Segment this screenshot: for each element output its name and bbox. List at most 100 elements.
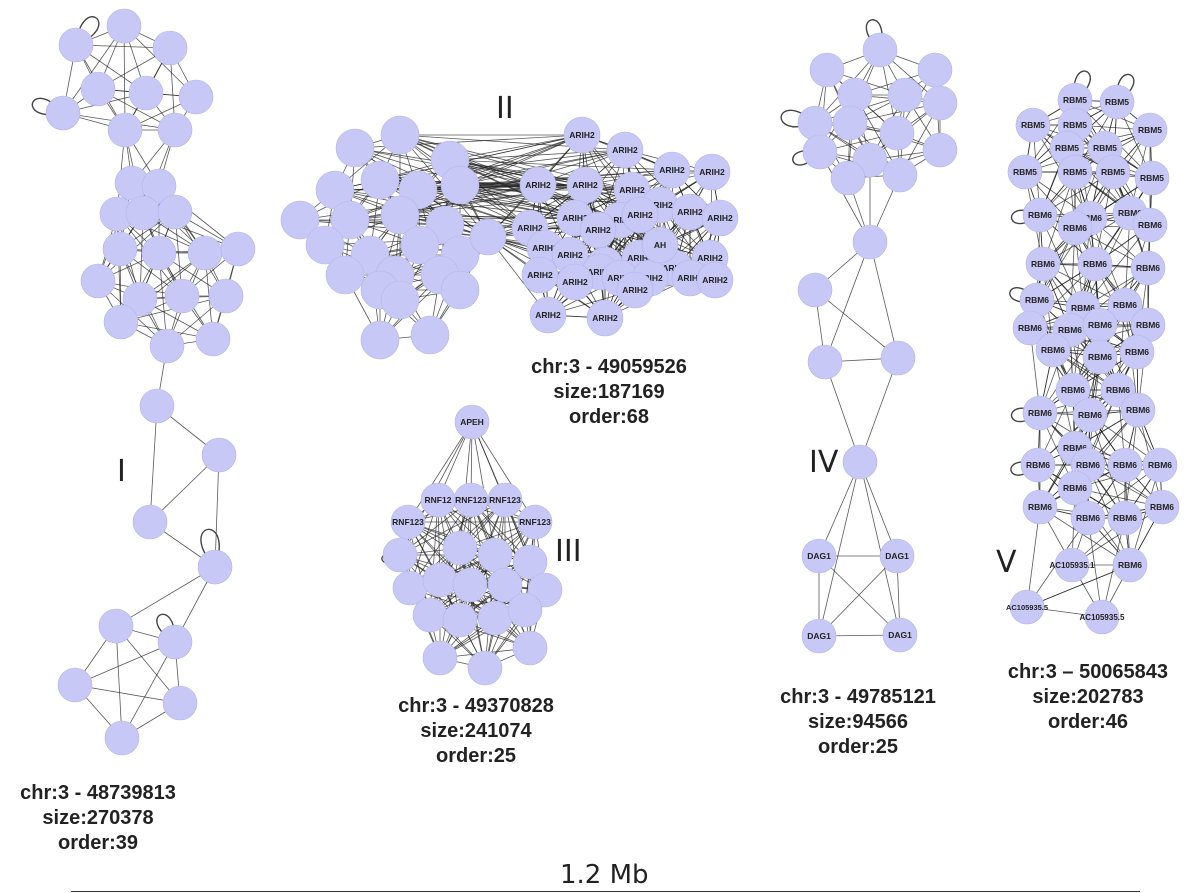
gene-node bbox=[280, 200, 320, 240]
gene-node bbox=[360, 320, 400, 360]
gene-node-label: RBM6 bbox=[1061, 385, 1085, 395]
edge bbox=[74, 684, 181, 704]
gene-node-rbm6 bbox=[1142, 447, 1178, 483]
gene-node bbox=[325, 255, 365, 295]
gene-node-rbm6 bbox=[1119, 334, 1155, 370]
edge bbox=[449, 134, 583, 161]
edge bbox=[379, 179, 489, 238]
gene-node bbox=[880, 340, 916, 376]
gene-node-label: RBM6 bbox=[1150, 502, 1174, 512]
gene-node bbox=[125, 195, 161, 231]
gene-node-label: ARIH2 bbox=[562, 277, 588, 287]
edge bbox=[859, 461, 901, 636]
gene-node-arih2 bbox=[519, 166, 557, 204]
gene-node bbox=[802, 134, 838, 170]
gene-node bbox=[830, 160, 866, 196]
gene-node bbox=[380, 280, 420, 320]
cluster-iv-order: order:25 bbox=[817, 736, 899, 758]
gene-node bbox=[162, 685, 198, 721]
gene-node-arih2 bbox=[653, 151, 691, 189]
gene-node-label: RBM6 bbox=[1106, 385, 1130, 395]
cluster-v-size: size:202783 bbox=[1032, 686, 1144, 708]
gene-node-label: ARIH2 bbox=[587, 267, 613, 277]
gene-node-ac105935_5 bbox=[1084, 599, 1120, 635]
gene-node-label: RBM6 bbox=[1126, 405, 1150, 415]
gene-node-arih2 bbox=[606, 131, 644, 169]
edge bbox=[1039, 324, 1101, 414]
gene-node-label: RBM6 bbox=[1026, 460, 1050, 470]
gene-node bbox=[187, 235, 223, 271]
cluster-i-caption: chr:3 - 48739813 size:270378 order:39 bbox=[8, 781, 188, 856]
gene-node-label: RBM6 bbox=[1118, 560, 1142, 570]
gene-node-label: RBM6 bbox=[1088, 352, 1112, 362]
gene-node bbox=[141, 235, 177, 271]
gene-node-label: RBM6 bbox=[1088, 320, 1112, 330]
gene-node-arih2 bbox=[586, 299, 624, 337]
gene-node-label: RBM6 bbox=[1125, 347, 1149, 357]
edge bbox=[814, 289, 899, 359]
gene-node bbox=[98, 608, 134, 644]
gene-node-rbm6 bbox=[1070, 500, 1106, 536]
gene-node-label: ARIH2 bbox=[517, 223, 543, 233]
gene-node bbox=[128, 75, 164, 111]
gene-node bbox=[330, 200, 370, 240]
edge bbox=[824, 361, 861, 463]
gene-node bbox=[107, 112, 143, 148]
gene-node bbox=[852, 224, 888, 260]
gene-node-rbm5 bbox=[1134, 160, 1170, 196]
cluster-v-chr: chr:3 – 50065843 bbox=[1007, 661, 1169, 683]
gene-node-label: ARIH2 bbox=[702, 275, 728, 285]
gene-node-rbm5 bbox=[1007, 154, 1043, 190]
gene-node-label: ARIH2 bbox=[557, 250, 583, 260]
gene-node bbox=[477, 537, 513, 573]
gene-node-rnf123 bbox=[517, 504, 553, 540]
gene-node-label: APEH bbox=[460, 417, 484, 427]
edge bbox=[869, 241, 899, 359]
gene-node-label: RBM5 bbox=[1055, 143, 1079, 153]
gene-node-label: RBM6 bbox=[1028, 408, 1052, 418]
gene-node-label: ARIH2 bbox=[637, 273, 663, 283]
gene-node-label: ARIH2 bbox=[622, 285, 648, 295]
gene-node bbox=[477, 600, 513, 636]
gene-node-arih2 bbox=[621, 196, 659, 234]
gene-node bbox=[807, 344, 843, 380]
edge bbox=[459, 184, 576, 219]
gene-node-arih2 bbox=[616, 271, 654, 309]
cluster-label-v: V bbox=[996, 545, 1017, 580]
cluster-ii-caption: chr:3 - 49059526 size:187169 order:68 bbox=[519, 355, 699, 430]
gene-node bbox=[104, 720, 140, 756]
cluster-ii-size: size:187169 bbox=[553, 381, 665, 403]
gene-node-rbm6 bbox=[1025, 246, 1061, 282]
gene-node bbox=[469, 218, 507, 256]
gene-node-arih2 bbox=[529, 296, 567, 334]
gene-node bbox=[157, 112, 193, 148]
gene-node-label: RBM6 bbox=[1136, 320, 1160, 330]
cluster-label-iii: III bbox=[555, 534, 582, 569]
edge bbox=[449, 159, 673, 171]
edge bbox=[214, 454, 220, 568]
gene-node-label: RBM6 bbox=[1063, 443, 1087, 453]
gene-node-label: RBM6 bbox=[1078, 213, 1102, 223]
self-loop bbox=[200, 528, 220, 568]
gene-node bbox=[149, 328, 185, 364]
gene-node-rbm6 bbox=[1012, 310, 1048, 346]
gene-node-rbm6 bbox=[1120, 392, 1156, 428]
edge bbox=[1039, 506, 1131, 566]
gene-node-label: RBM6 bbox=[1113, 513, 1137, 523]
edge bbox=[459, 547, 486, 669]
gene-node-label: RBM5 bbox=[1101, 167, 1125, 177]
edge bbox=[115, 566, 216, 627]
gene-node-label: RBM6 bbox=[1018, 323, 1042, 333]
gene-node bbox=[842, 444, 878, 480]
gene-node-ac105935_1 bbox=[1054, 547, 1090, 583]
gene-node-rbm5 bbox=[1015, 107, 1051, 143]
gene-node-rbm6 bbox=[1022, 395, 1058, 431]
gene-node bbox=[80, 71, 116, 107]
gene-node-rbm5 bbox=[1057, 154, 1093, 190]
cluster-iv-size: size:94566 bbox=[807, 711, 909, 733]
gene-node bbox=[380, 195, 420, 235]
gene-node-label: ARIH2 bbox=[612, 145, 638, 155]
gene-node bbox=[157, 194, 193, 230]
gene-node-label: ARIH2 bbox=[562, 213, 588, 223]
gene-node-label: DAG1 bbox=[807, 551, 831, 561]
